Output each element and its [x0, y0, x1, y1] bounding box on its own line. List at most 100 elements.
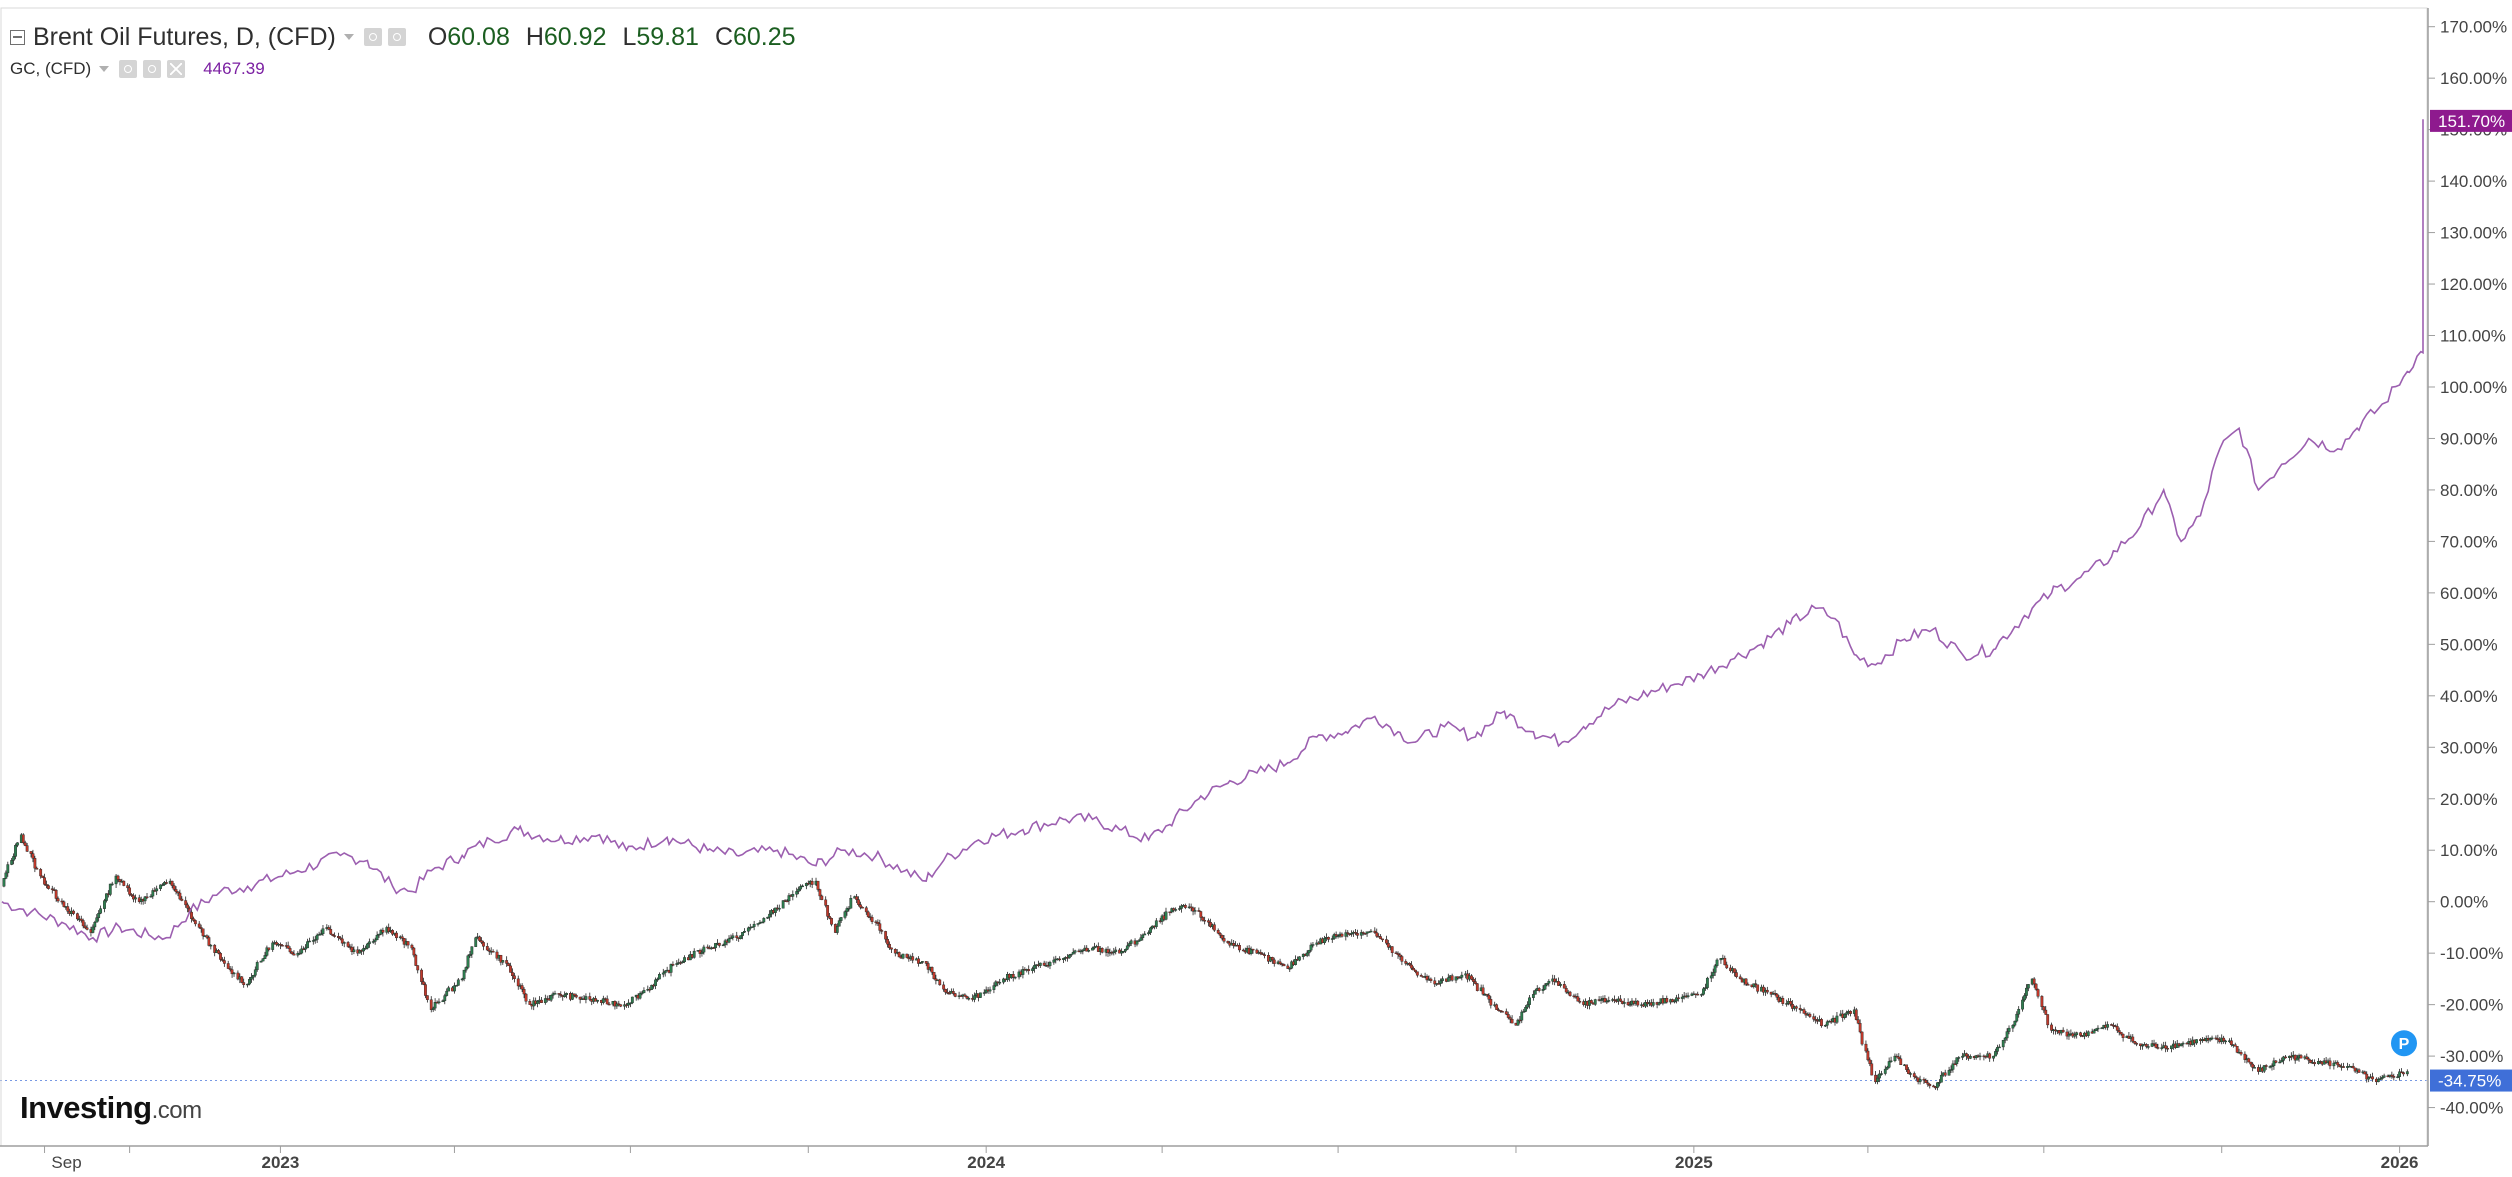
- brent-candle: [702, 944, 706, 955]
- brent-candle: [108, 883, 112, 897]
- brent-candle: [1909, 1071, 1912, 1078]
- gear-icon[interactable]: [387, 28, 406, 46]
- brent-candle: [2121, 1033, 2125, 1042]
- chevron-down-icon[interactable]: [99, 66, 110, 72]
- high-label: H: [525, 22, 544, 51]
- brent-candle: [25, 842, 29, 852]
- brent-candle: [1238, 942, 1241, 953]
- brent-candle: [992, 982, 996, 994]
- brent-candle: [2235, 1046, 2239, 1054]
- brent-candle: [752, 920, 756, 931]
- brent-candle: [14, 843, 17, 860]
- brent-candle: [23, 840, 27, 847]
- brent-candle: [866, 910, 870, 919]
- brent-candle: [1021, 966, 1025, 979]
- y-tick-label: 80.00%: [2440, 481, 2498, 500]
- brent-candle: [199, 924, 203, 933]
- brent-candle: [1385, 935, 1388, 946]
- main-legend[interactable]: Brent Oil Futures, D, (CFD) O 60.08 H 60.9…: [10, 22, 796, 52]
- brent-candle: [1700, 993, 1703, 997]
- brent-candle: [1112, 947, 1116, 956]
- gold-series-line[interactable]: [1, 119, 2424, 944]
- brent-candle: [1680, 994, 1684, 1003]
- brent-candle: [1876, 1074, 1879, 1085]
- eye-icon[interactable]: [363, 28, 382, 46]
- brent-candle: [1350, 930, 1354, 937]
- brent-candle: [2, 877, 6, 888]
- brent-candle: [1129, 939, 1133, 947]
- brent-candle: [159, 884, 162, 891]
- brent-candle: [134, 894, 137, 903]
- brent-candle: [209, 944, 213, 950]
- brent-candle: [2046, 1014, 2050, 1029]
- event-marker[interactable]: P: [2391, 1030, 2417, 1057]
- brent-candle: [308, 937, 311, 943]
- brent-candle: [1543, 983, 1547, 990]
- main-symbol-title[interactable]: Brent Oil Futures, D, (CFD): [33, 22, 336, 51]
- brent-candle: [1928, 1083, 1932, 1089]
- brent-candle: [1085, 945, 1089, 952]
- brent-candle: [2229, 1037, 2233, 1047]
- gear-icon[interactable]: [143, 60, 162, 78]
- brent-candle: [917, 956, 920, 967]
- brent-candle: [412, 946, 416, 958]
- brent-candle: [128, 884, 132, 897]
- brent-candle: [149, 894, 153, 898]
- close-icon[interactable]: [167, 60, 186, 78]
- brent-candle: [313, 936, 317, 944]
- brent-candle: [1218, 932, 1222, 938]
- eye-icon[interactable]: [119, 60, 138, 78]
- brent-candle: [1381, 938, 1384, 942]
- brent-candle: [816, 880, 820, 892]
- brent-candle: [2208, 1037, 2212, 1042]
- brent-candle: [1564, 985, 1568, 994]
- brent-candle: [553, 990, 557, 995]
- brent-candle: [468, 950, 472, 958]
- brent-candle: [1711, 968, 1715, 979]
- brent-candle: [919, 962, 922, 965]
- brent-candle: [2021, 996, 2024, 1012]
- compare-legend[interactable]: GC, (CFD) 4467.39: [10, 57, 265, 81]
- brent-candle: [1272, 957, 1276, 967]
- brent-candle: [1673, 999, 1676, 1004]
- brent-candle: [524, 993, 528, 1005]
- brent-candle: [998, 978, 1002, 986]
- brent-candle: [570, 992, 574, 1001]
- brent-candle: [487, 947, 491, 956]
- brent-candle: [549, 994, 553, 1002]
- brent-candle: [1340, 932, 1344, 938]
- brent-candle: [1475, 983, 1479, 992]
- brent-candle: [630, 996, 634, 1005]
- brent-candle: [132, 893, 135, 903]
- brent-candle: [1412, 966, 1415, 971]
- brent-candle: [932, 971, 936, 980]
- brent-candle: [942, 981, 946, 992]
- brent-candle: [762, 917, 766, 924]
- chevron-down-icon[interactable]: [343, 34, 354, 40]
- brent-candle: [1307, 949, 1311, 957]
- brent-candle: [1141, 933, 1145, 941]
- brent-candle: [261, 958, 265, 962]
- brent-candle: [190, 908, 193, 923]
- brent-candle: [1081, 948, 1085, 955]
- brent-candle: [884, 930, 888, 943]
- brent-candle: [453, 982, 456, 994]
- brent-candle: [321, 925, 325, 936]
- collapse-icon[interactable]: [10, 29, 25, 45]
- brent-candle: [607, 1001, 611, 1006]
- brent-candle: [1495, 1003, 1499, 1010]
- investing-logo[interactable]: Investing.com: [20, 1090, 202, 1126]
- brent-candle: [2119, 1031, 2123, 1036]
- brent-candle: [2156, 1043, 2160, 1050]
- compare-symbol-title[interactable]: GC, (CFD): [10, 59, 92, 78]
- brent-candle: [2396, 1074, 2400, 1079]
- brent-candle: [2110, 1023, 2113, 1026]
- brent-candle: [1033, 961, 1036, 973]
- brent-candle: [1127, 941, 1131, 948]
- brent-candle: [1122, 950, 1125, 954]
- brent-candle: [1516, 1018, 1520, 1026]
- brent-candle: [1562, 980, 1566, 989]
- open-value: 60.08: [447, 22, 510, 51]
